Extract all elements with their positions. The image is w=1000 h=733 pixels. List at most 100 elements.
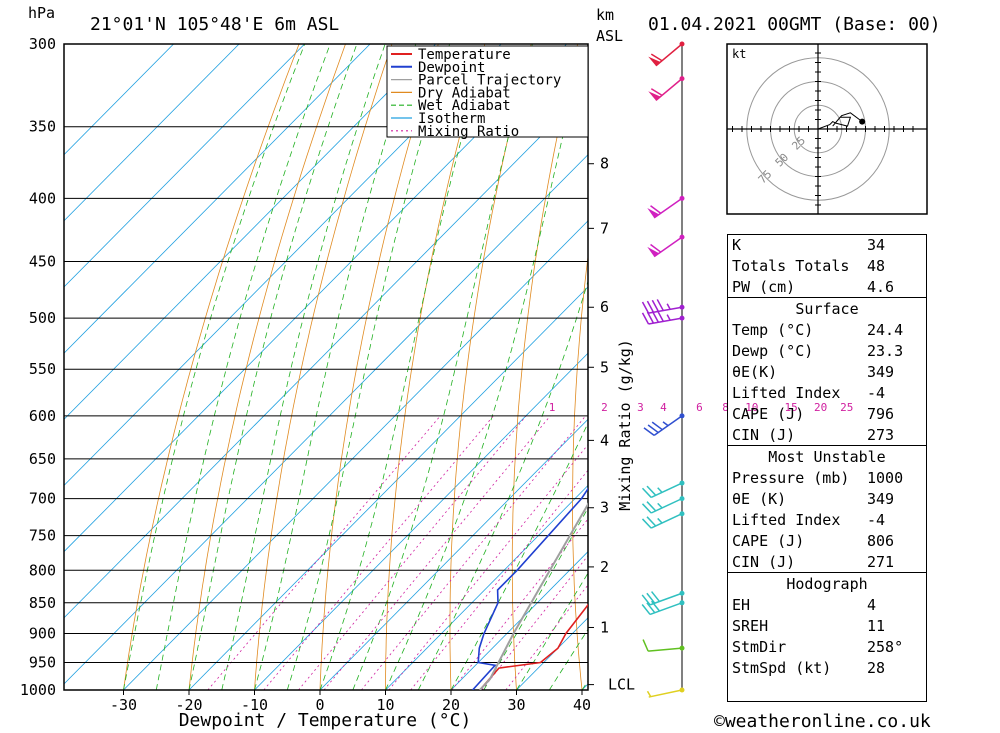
- pressure-tick-label: 750: [29, 527, 56, 545]
- legend-label: Parcel Trajectory: [418, 73, 561, 89]
- wind-barb-flag: [641, 518, 652, 529]
- dewpoint-line: [472, 487, 588, 690]
- hodograph-unit: kt: [732, 47, 746, 61]
- dry-adiabat-line: [995, 0, 1000, 716]
- location-title: 21°01'N 105°48'E 6m ASL: [90, 14, 339, 35]
- surface-row: Dewp (°C) 23.3: [727, 340, 927, 361]
- km-axis: 8 7 6 5 4 3 2 1 LCL: [588, 155, 635, 694]
- wind-barb-halfflag: [657, 517, 663, 524]
- wet-adiabat-line: [319, 44, 489, 690]
- pressure-tick-label: 900: [29, 624, 56, 642]
- wind-barb-flag: [641, 487, 652, 498]
- index-value: 273: [867, 425, 895, 444]
- index-value: 349: [867, 362, 895, 381]
- x-tick-label: 30: [507, 696, 525, 714]
- mixing-ratio-label: 8: [722, 401, 729, 414]
- legend-label: Temperature: [418, 47, 511, 63]
- wind-barb-flag: [646, 311, 655, 324]
- index-value: 48: [867, 256, 886, 275]
- x-axis-title: Dewpoint / Temperature (°C): [179, 710, 472, 731]
- pressure-tick-label: 950: [29, 653, 56, 671]
- most-unstable-row: Lifted Index -4: [727, 509, 927, 530]
- pressure-tick-label: 600: [29, 407, 56, 425]
- surface-row: CIN (J) 273: [727, 424, 927, 446]
- pressure-tick-label: 700: [29, 490, 56, 508]
- wet-adiabat-line: [516, 572, 588, 690]
- axes-layer: 3003504004505005506006507007508008509009…: [20, 35, 591, 714]
- wind-barb-halfflag: [657, 487, 663, 493]
- surface-row: Temp (°C) 24.4: [727, 319, 927, 340]
- index-label: Totals Totals: [732, 256, 850, 275]
- mixing-ratio-label: 1: [549, 401, 556, 414]
- wind-barb-shaft: [648, 306, 683, 314]
- wind-barb-flag: [650, 88, 663, 96]
- index-value: 806: [867, 531, 895, 550]
- index-label: Lifted Index: [732, 383, 841, 402]
- hodograph-trace: [817, 112, 863, 130]
- wind-barb-flag: [646, 485, 657, 496]
- hodograph-row: SREH 11: [727, 615, 927, 636]
- legend-box: [386, 45, 589, 138]
- wet-adiabat-line: [450, 422, 588, 690]
- wind-barb-flag: [650, 205, 662, 214]
- index-row: K 34: [727, 234, 927, 255]
- surface-row: Lifted Index -4: [727, 382, 927, 403]
- mixing-ratio-label: 10: [745, 401, 758, 414]
- legend-label: Mixing Ratio: [418, 124, 519, 140]
- hodograph-row: StmDir 258°: [727, 636, 927, 657]
- isotherm-line: [64, 44, 306, 288]
- km-tick-label: 7: [600, 219, 609, 237]
- wind-barb-halfflag: [657, 502, 663, 509]
- mixing-ratio-line: [207, 415, 441, 690]
- hodograph-row: EH 4: [727, 594, 927, 615]
- km-tick-label: 2: [600, 558, 609, 576]
- pressure-tick-label: 650: [29, 450, 56, 468]
- wind-barb-halfflag: [666, 303, 671, 310]
- hodograph-header: Hodograph: [727, 572, 927, 594]
- km-tick-label: 4: [600, 431, 609, 449]
- pressure-tick-label: 450: [29, 253, 56, 271]
- series-layer: [472, 487, 588, 690]
- wind-barb-pennant: [648, 56, 661, 66]
- wind-barb-flag: [651, 421, 663, 431]
- index-label: Temp (°C): [732, 320, 814, 339]
- wind-barb-shaft: [648, 317, 683, 325]
- isotherm-line: [385, 484, 588, 690]
- index-label: θE(K): [732, 362, 778, 381]
- wet-adiabat-line: [155, 44, 331, 690]
- km-tick-label: 1: [600, 618, 609, 636]
- wind-barb-shaft: [650, 497, 683, 514]
- index-value: 4.6: [867, 277, 895, 296]
- wet-adiabat-line: [385, 44, 586, 690]
- pressure-tick-label: 350: [29, 118, 56, 136]
- wet-adiabat-line: [123, 44, 306, 690]
- wind-barb-pennant: [648, 91, 661, 101]
- x-tick-label: -10: [241, 696, 268, 714]
- wind-barb-flag: [641, 312, 650, 325]
- index-value: 1000: [867, 468, 904, 487]
- index-value: 24.4: [867, 320, 904, 339]
- index-value: 34: [867, 235, 886, 254]
- mixing-ratio-label: 3: [637, 401, 644, 414]
- wind-barb-flag: [646, 602, 656, 614]
- x-tick-label: 10: [376, 696, 394, 714]
- mixing-ratio-line: [361, 415, 586, 690]
- wind-barb-shaft: [649, 602, 683, 616]
- index-value: 258°: [867, 637, 904, 656]
- mixing-ratio-label: 6: [696, 401, 703, 414]
- wet-adiabat-line: [286, 44, 451, 690]
- wind-barb-halfflag: [662, 421, 669, 427]
- x-tick-label: 40: [573, 696, 591, 714]
- index-label: EH: [732, 595, 751, 614]
- mixing-ratio-line: [263, 415, 494, 690]
- wind-barb-pennant: [647, 246, 660, 257]
- index-label: SREH: [732, 616, 769, 635]
- index-label: CAPE (J): [732, 404, 805, 423]
- x-tick-label: 0: [315, 696, 324, 714]
- mixing-ratio-labels: 1 2 3 4 6 8 10 15 20 25: [549, 401, 854, 414]
- date-title: 01.04.2021 00GMT (Base: 00): [648, 14, 941, 35]
- wind-barb-halfflag: [666, 314, 671, 321]
